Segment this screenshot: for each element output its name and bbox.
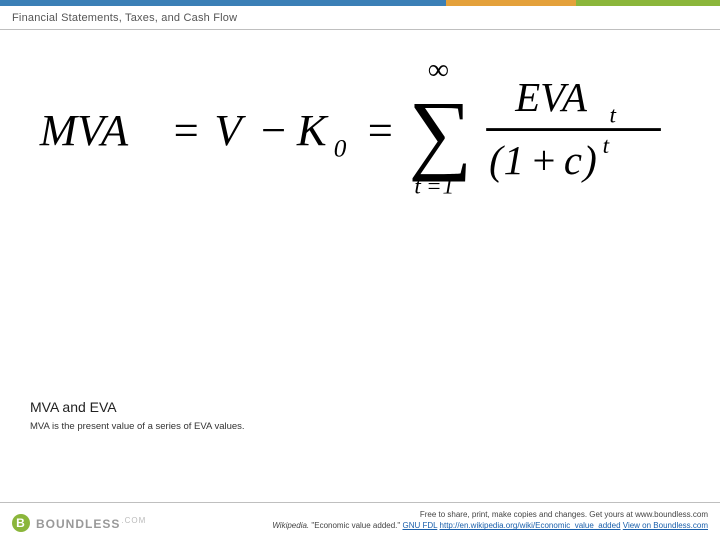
f-den-paren2: )	[581, 138, 597, 183]
slide-header: Financial Statements, Taxes, and Cash Fl…	[0, 6, 720, 30]
f-k-sub: 0	[334, 136, 347, 163]
f-num-eva: EVA	[514, 75, 588, 120]
formula-area: MVA = V − K 0 = ∑ ∞ t = 1 EVA t	[0, 30, 720, 218]
header-title: Financial Statements, Taxes, and Cash Fl…	[12, 12, 237, 24]
attrib-line1: Free to share, print, make copies and ch…	[272, 509, 708, 521]
f-den-c: c	[564, 138, 582, 183]
f-sum-upper: ∞	[428, 54, 449, 86]
caption-desc: MVA is the present value of a series of …	[30, 421, 690, 432]
brand-logo: B BOUNDLESS.COM	[12, 514, 146, 532]
accent-bar	[0, 0, 720, 6]
attrib-quote: "Economic value added."	[311, 521, 400, 530]
source-url-link[interactable]: http://en.wikipedia.org/wiki/Economic_va…	[440, 521, 621, 530]
f-eq1: =	[171, 105, 201, 155]
brand-mark-icon: B	[12, 514, 30, 532]
f-sum-lower-eq: =	[426, 174, 442, 200]
f-sigma: ∑	[409, 84, 473, 183]
accent-bar-orange	[446, 0, 576, 6]
accent-bar-green	[576, 0, 720, 6]
f-den-sup: t	[603, 133, 610, 159]
license-link[interactable]: GNU FDL	[402, 521, 437, 530]
f-sum-lower-1: 1	[442, 174, 454, 200]
f-den-plus: +	[530, 138, 558, 183]
brand-word: BOUNDLESS	[36, 517, 120, 531]
f-sum-lower-t: t	[414, 174, 421, 200]
f-num-sub: t	[609, 103, 616, 129]
attrib-source: Wikipedia.	[272, 521, 309, 530]
accent-bar-blue	[0, 0, 446, 6]
f-mva: MVA	[39, 105, 129, 155]
footer: B BOUNDLESS.COM Free to share, print, ma…	[0, 502, 720, 540]
brand-tld: .COM	[121, 516, 146, 525]
f-den-1: 1	[504, 138, 524, 183]
view-on-link[interactable]: View on Boundless.com	[623, 521, 708, 530]
caption-block: MVA and EVA MVA is the present value of …	[30, 399, 690, 432]
f-k: K	[296, 105, 329, 155]
attrib-line2: Wikipedia. "Economic value added." GNU F…	[272, 520, 708, 532]
f-minus: −	[258, 105, 288, 155]
attribution: Free to share, print, make copies and ch…	[272, 509, 708, 532]
formula-svg: MVA = V − K 0 = ∑ ∞ t = 1 EVA t	[30, 48, 690, 213]
f-v: V	[214, 105, 246, 155]
f-eq2: =	[365, 105, 395, 155]
caption-title: MVA and EVA	[30, 399, 690, 415]
